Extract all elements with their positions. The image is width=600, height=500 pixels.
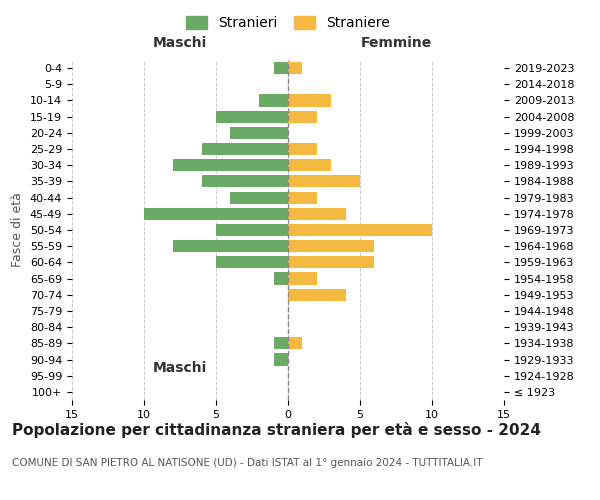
Bar [274, 62, 288, 74]
Bar [288, 240, 374, 252]
Bar [144, 208, 288, 220]
Bar [288, 110, 317, 122]
Bar [216, 256, 288, 268]
Bar [216, 224, 288, 236]
Bar [288, 192, 317, 203]
Bar [288, 176, 360, 188]
Text: Maschi: Maschi [153, 361, 207, 375]
Bar [202, 176, 288, 188]
Bar [288, 94, 331, 106]
Text: Popolazione per cittadinanza straniera per età e sesso - 2024: Popolazione per cittadinanza straniera p… [12, 422, 541, 438]
Bar [288, 143, 317, 155]
Bar [259, 94, 288, 106]
Bar [288, 62, 302, 74]
Bar [288, 272, 317, 284]
Bar [230, 192, 288, 203]
Text: Femmine: Femmine [361, 36, 431, 50]
Bar [288, 224, 432, 236]
Bar [288, 208, 346, 220]
Bar [288, 338, 302, 349]
Y-axis label: Fasce di età: Fasce di età [11, 192, 25, 268]
Bar [216, 110, 288, 122]
Text: COMUNE DI SAN PIETRO AL NATISONE (UD) - Dati ISTAT al 1° gennaio 2024 - TUTTITAL: COMUNE DI SAN PIETRO AL NATISONE (UD) - … [12, 458, 482, 468]
Bar [288, 159, 331, 172]
Bar [230, 127, 288, 139]
Bar [288, 288, 346, 301]
Bar [274, 338, 288, 349]
Text: Maschi: Maschi [153, 36, 207, 50]
Bar [274, 272, 288, 284]
Legend: Stranieri, Straniere: Stranieri, Straniere [182, 12, 394, 34]
Bar [202, 143, 288, 155]
Bar [274, 354, 288, 366]
Bar [173, 240, 288, 252]
Bar [288, 256, 374, 268]
Bar [173, 159, 288, 172]
